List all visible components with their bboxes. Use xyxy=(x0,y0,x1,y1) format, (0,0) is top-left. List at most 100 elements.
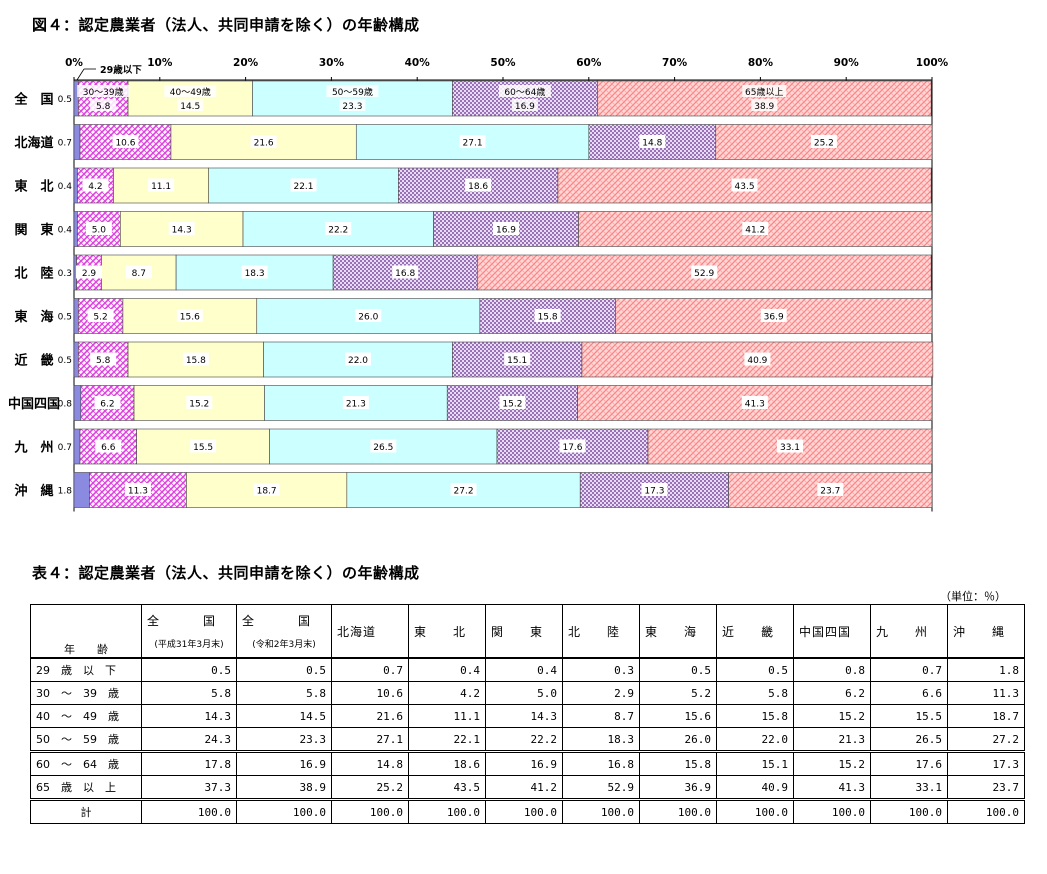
table-cell: 22.1 xyxy=(408,727,487,752)
table-cell: 100.0 xyxy=(562,798,641,824)
x-tick-label: 80% xyxy=(748,57,774,69)
table-cell: 52.9 xyxy=(562,775,641,800)
table-cell: 0.5 xyxy=(140,657,238,682)
data-label: 41.3 xyxy=(745,400,765,410)
table-cell: 0.8 xyxy=(793,657,872,682)
table-cell: 0.7 xyxy=(331,657,410,682)
data-label: 14.8 xyxy=(642,139,662,149)
label-bg xyxy=(810,135,837,148)
table-cell: 14.3 xyxy=(485,704,564,728)
age-composition-table: 年 齢全 国 (平成31年3月末) 全 国 (令和2年3月末) 北海道東 北関 東北 陸… xyxy=(30,604,1026,824)
label-bg xyxy=(82,178,109,192)
label-bg xyxy=(325,222,352,235)
table-cell: 14.8 xyxy=(331,750,410,776)
row-label: 65 歳 以 上 xyxy=(30,775,142,800)
table-cell: 10.6 xyxy=(331,681,410,705)
label-bg xyxy=(559,439,586,453)
data-label: 17.6 xyxy=(562,443,582,453)
table-cell: 16.9 xyxy=(485,750,564,776)
label-bg xyxy=(534,309,561,322)
label-bg xyxy=(124,483,151,496)
category-label: 東 北 xyxy=(14,179,53,195)
table-cell: 15.1 xyxy=(716,750,795,776)
table-cell: 100.0 xyxy=(716,798,795,824)
table-cell: 15.2 xyxy=(793,750,872,776)
data-label: 0.7 xyxy=(58,443,72,453)
label-bg xyxy=(77,85,130,97)
table-cell: 21.3 xyxy=(793,727,872,752)
row-label: 30 ～ 39 歳 xyxy=(30,681,142,705)
label-bg xyxy=(176,309,203,322)
label-bg xyxy=(87,309,114,322)
table-cell: 38.9 xyxy=(236,775,333,800)
bar-segment xyxy=(73,211,78,247)
data-label: 11.1 xyxy=(151,182,171,192)
header-age: 年 齢 xyxy=(30,604,142,659)
header-region: 九 州 xyxy=(870,604,949,659)
label-bg xyxy=(355,309,382,322)
data-label: 15.6 xyxy=(180,313,200,323)
table-cell: 15.8 xyxy=(716,704,795,728)
data-label: 1.8 xyxy=(58,487,73,497)
label-bg xyxy=(339,99,366,111)
header-national: 全 国 (令和2年3月末) xyxy=(236,604,333,659)
label-bg xyxy=(168,222,195,235)
x-tick-label: 70% xyxy=(662,57,688,69)
table-cell: 21.6 xyxy=(331,704,410,728)
header-region: 近 畿 xyxy=(716,604,795,659)
data-label: 15.8 xyxy=(186,356,206,366)
data-label: 16.8 xyxy=(395,269,415,279)
header-region: 北 陸 xyxy=(562,604,641,659)
label-bg xyxy=(511,99,538,111)
table-cell: 23.7 xyxy=(947,775,1026,800)
table-cell: 41.3 xyxy=(793,775,872,800)
category-label: 全 国 xyxy=(13,92,53,108)
table-cell: 100.0 xyxy=(947,798,1026,824)
data-label: 26.5 xyxy=(373,443,393,453)
data-label: 40.9 xyxy=(747,356,767,366)
label-bg xyxy=(498,85,551,97)
data-label: 17.3 xyxy=(644,487,664,497)
x-tick-label: 0% xyxy=(65,57,83,69)
table-cell: 0.3 xyxy=(562,657,641,682)
table-cell: 11.1 xyxy=(408,704,487,728)
figure-title: 図４：認定農業者（法人、共同申請を除く）の年齢構成 xyxy=(32,16,420,34)
table-cell: 18.7 xyxy=(947,704,1026,728)
label-bg xyxy=(777,439,804,453)
table-cell: 17.6 xyxy=(870,750,949,776)
table-cell: 100.0 xyxy=(870,798,949,824)
table-cell: 0.4 xyxy=(485,657,564,682)
table-cell: 0.4 xyxy=(408,657,487,682)
table-row: 50 ～ 59 歳 24.3 23.3 27.1 22.1 22.2 18.3 26.0 22.… xyxy=(30,727,1026,752)
stacked-bar-chart: 0% 10% 20% 30% 40% 50% 60% 70% 80% 90% 100% 0.5 30～… xyxy=(8,57,949,512)
data-label: 0.3 xyxy=(58,269,72,279)
series-label: 40～49歳 xyxy=(170,86,211,98)
label-bg xyxy=(751,99,778,111)
bar-segment xyxy=(73,385,82,421)
callout-label: 29歳以下 xyxy=(100,64,142,76)
category-label: 中国四国 xyxy=(8,396,60,412)
table-cell: 41.2 xyxy=(485,775,564,800)
label-bg xyxy=(691,265,718,279)
row-label: 40 ～ 49 歳 xyxy=(30,704,142,728)
table-cell: 5.8 xyxy=(236,681,333,705)
table-cell: 37.3 xyxy=(140,775,238,800)
header-region: 東 北 xyxy=(408,604,487,659)
table-cell: 14.5 xyxy=(236,704,333,728)
data-label: 0.8 xyxy=(58,400,73,410)
series-label: 65歳以上 xyxy=(745,86,783,98)
table-cell: 100.0 xyxy=(331,798,410,824)
table-cell: 27.2 xyxy=(947,727,1026,752)
label-bg xyxy=(190,439,217,453)
category-label: 沖 縄 xyxy=(14,483,53,499)
table-cell: 5.8 xyxy=(140,681,238,705)
table-cell: 15.8 xyxy=(639,750,718,776)
category-label: 九 州 xyxy=(13,441,53,456)
table-cell: 100.0 xyxy=(485,798,564,824)
table-cell: 15.2 xyxy=(793,704,872,728)
data-label: 18.6 xyxy=(468,182,488,192)
table-cell: 0.5 xyxy=(236,657,333,682)
table-cell: 100.0 xyxy=(408,798,487,824)
label-bg xyxy=(125,265,152,279)
label-bg xyxy=(76,265,103,279)
